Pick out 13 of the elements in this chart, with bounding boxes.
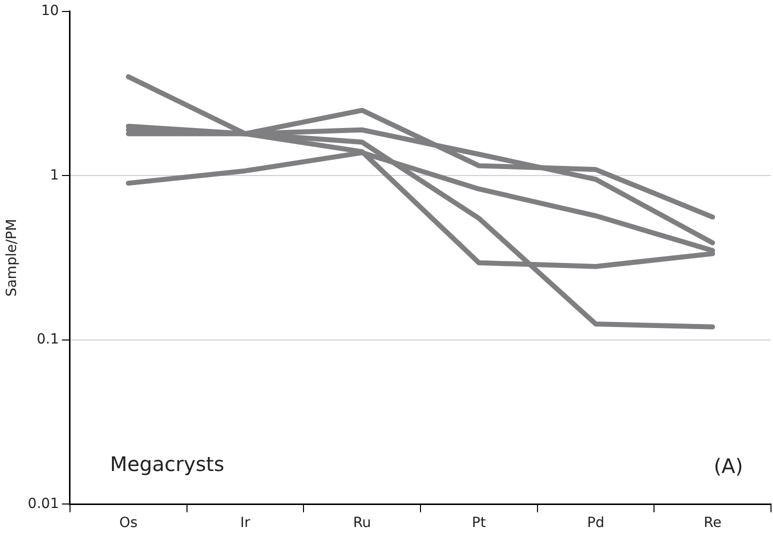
x-tick-label: Re xyxy=(704,515,722,532)
x-tick-label: Pt xyxy=(472,515,486,532)
annotation: (A) xyxy=(714,454,743,478)
x-tick-label: Pd xyxy=(587,515,604,532)
y-tick-label: 0.1 xyxy=(36,332,59,348)
x-tick-label: Ru xyxy=(353,515,372,532)
annotation: Megacrysts xyxy=(110,452,224,476)
x-tick-label: Os xyxy=(119,515,138,532)
y-axis-title: Sample/PM xyxy=(4,218,20,297)
y-tick-label: 0.01 xyxy=(28,496,59,512)
y-tick-label: 10 xyxy=(41,3,59,20)
y-tick-label: 1 xyxy=(50,167,59,184)
x-tick-label: Ir xyxy=(240,515,250,532)
